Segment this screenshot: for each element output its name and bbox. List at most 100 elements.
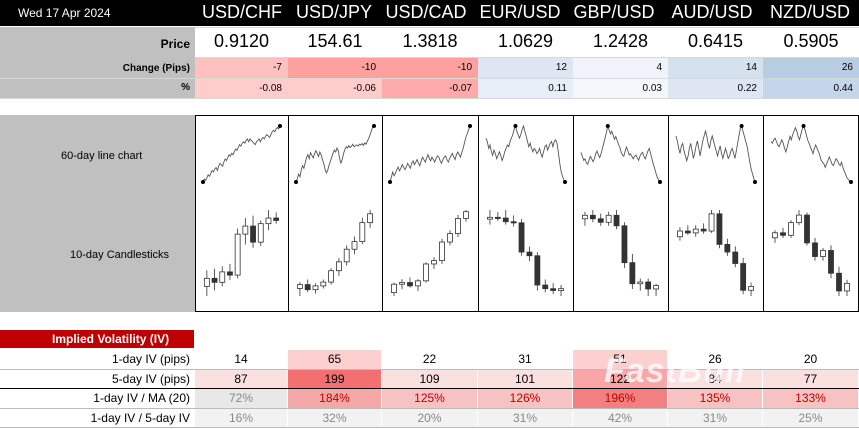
iv-row-label: 1-day IV / MA (20) [93, 391, 190, 405]
line-min-point [563, 180, 567, 184]
candle-up [772, 232, 778, 239]
candle-down [780, 232, 786, 236]
candle-down [812, 242, 818, 257]
candle-down [836, 272, 842, 292]
candle-up [257, 223, 264, 243]
candle-down [273, 217, 280, 221]
iv-cell: 184% [288, 389, 382, 409]
line-max-point [513, 124, 518, 128]
candle-down [494, 216, 501, 219]
candle-down [740, 263, 747, 291]
candle-down [621, 225, 628, 264]
line-min-point [388, 180, 392, 184]
candle-up [320, 281, 327, 287]
iv-cell: 31% [668, 408, 763, 428]
candle-up [415, 280, 421, 287]
iv-cell: 84 [668, 369, 763, 389]
iv-row-divider [0, 388, 859, 389]
line-series-nzd-usd [770, 124, 852, 183]
line-series-usd-chf [202, 125, 281, 183]
iv-cell: 32% [288, 408, 382, 428]
change-cell: -7 [195, 58, 288, 78]
iv-cell: 87 [195, 369, 288, 389]
iv-cell: 125% [382, 389, 478, 409]
candle-up [677, 230, 683, 238]
candle-up [748, 286, 754, 291]
candle-up [367, 213, 374, 224]
line-max-point [372, 124, 376, 128]
candle-up [447, 233, 453, 243]
pair-header: AUD/USD [671, 2, 753, 22]
candle-up [391, 283, 397, 294]
candle-down [629, 262, 636, 285]
candle-up [242, 225, 249, 235]
price-cell: 1.0629 [478, 27, 573, 57]
iv-cell: 122 [573, 369, 668, 389]
price-cell: 0.5905 [763, 27, 859, 57]
candle-up [328, 270, 335, 283]
change-cell: 14 [668, 58, 763, 78]
line-series-usd-jpy [295, 125, 375, 183]
iv-cell: 25% [763, 408, 859, 428]
chart-panel-frame [195, 115, 859, 312]
pct-cell: -0.06 [288, 79, 382, 98]
iv-cell: 20 [763, 350, 859, 370]
candle-up [203, 277, 210, 287]
line-series-usd-cad [389, 125, 471, 183]
iv-cell: 14 [195, 350, 288, 370]
grid-line [0, 98, 859, 99]
candle-up [343, 248, 350, 263]
price-cell: 0.6415 [668, 27, 763, 57]
candle-up [637, 281, 644, 285]
price-label: Price [160, 37, 190, 51]
iv-cell: 101 [478, 369, 573, 389]
change-cell: -10 [288, 58, 382, 78]
line-series-eur-usd [485, 124, 566, 183]
iv-row-label: 1-day IV (pips) [111, 352, 190, 366]
iv-cell: 20% [382, 408, 478, 428]
line-max-point [468, 124, 472, 128]
line-min-point [849, 180, 853, 184]
iv-cell: 42% [573, 408, 668, 428]
iv-row-divider [0, 368, 859, 370]
candle-down [700, 228, 707, 232]
change-cell: 26 [763, 58, 859, 78]
candle-down [716, 213, 723, 245]
iv-cell: 77 [763, 369, 859, 389]
candle-up [582, 214, 588, 220]
iv-cell: 72% [195, 389, 288, 409]
candle-up [463, 211, 469, 219]
grid-line [195, 57, 859, 58]
iv-row-divider [0, 407, 859, 409]
iv-cell: 31 [478, 350, 573, 370]
candle-up [234, 233, 241, 276]
pair-header: USD/CHF [202, 2, 282, 22]
candle-down [502, 217, 509, 223]
line-series-gbp-usd [580, 124, 661, 183]
pct-cell: 0.11 [478, 79, 573, 98]
change-cell: 12 [478, 58, 573, 78]
grid-line [195, 27, 859, 28]
candle-down [250, 225, 256, 243]
date-label: Wed 17 Apr 2024 [18, 6, 111, 20]
iv-cell: 51 [573, 350, 668, 370]
candle-up [487, 216, 493, 220]
candle-up [335, 261, 342, 272]
candle-down [518, 222, 525, 253]
price-cell: 154.61 [288, 27, 382, 57]
pct-cell: 0.03 [573, 79, 668, 98]
iv-row-label: 1-day IV / 5-day IV [90, 410, 190, 425]
pair-header: USD/CAD [385, 2, 467, 22]
candle-up [844, 282, 850, 292]
candle-up [820, 250, 826, 257]
candle-down [542, 284, 549, 290]
candle-down [589, 214, 596, 220]
price-cell: 0.9120 [195, 27, 288, 57]
candle-up [605, 214, 612, 223]
candle-up [692, 228, 699, 234]
candle-down [211, 277, 218, 283]
candle-up [439, 241, 445, 261]
iv-cell: 135% [668, 389, 763, 409]
candle-down [645, 281, 652, 290]
candles-label: 10-day Candlesticks [70, 249, 170, 261]
